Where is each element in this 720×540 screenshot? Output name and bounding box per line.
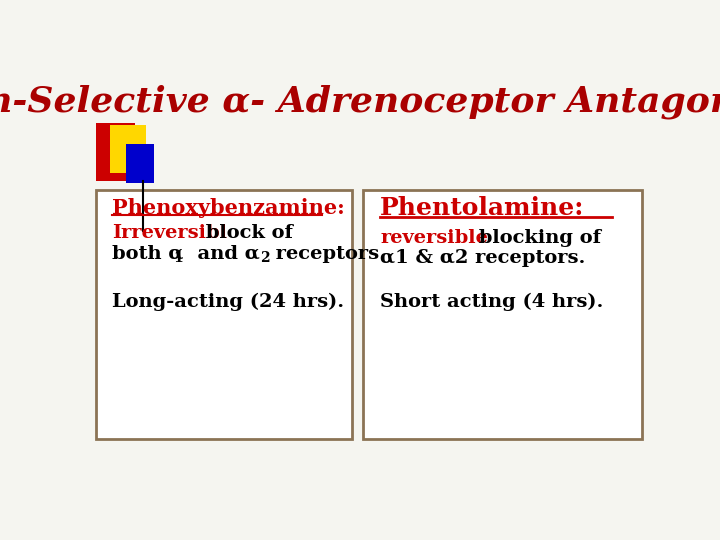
Text: Long-acting (24 hrs).: Long-acting (24 hrs). <box>112 293 344 311</box>
Text: blocking of: blocking of <box>472 229 601 247</box>
FancyBboxPatch shape <box>126 144 154 183</box>
Text: reversible: reversible <box>380 229 488 247</box>
Text: 2: 2 <box>260 251 270 265</box>
Text: Irreversibl: Irreversibl <box>112 224 228 242</box>
Text: block of: block of <box>199 224 293 242</box>
Text: receptors: receptors <box>269 245 379 263</box>
Text: Phentolamine:: Phentolamine: <box>380 196 585 220</box>
Text: Short acting (4 hrs).: Short acting (4 hrs). <box>380 293 603 311</box>
Text: α1 & α2 receptors.: α1 & α2 receptors. <box>380 249 585 267</box>
FancyBboxPatch shape <box>364 190 642 439</box>
Text: Non-Selective α- Adrenoceptor Antagonists: Non-Selective α- Adrenoceptor Antagonist… <box>0 85 720 119</box>
Text: and α: and α <box>184 245 259 263</box>
FancyBboxPatch shape <box>109 125 145 173</box>
Text: Phenoxybenzamine:: Phenoxybenzamine: <box>112 198 345 218</box>
FancyBboxPatch shape <box>96 123 135 181</box>
FancyBboxPatch shape <box>96 190 352 439</box>
Text: both α: both α <box>112 245 184 263</box>
Text: 1: 1 <box>174 251 184 265</box>
